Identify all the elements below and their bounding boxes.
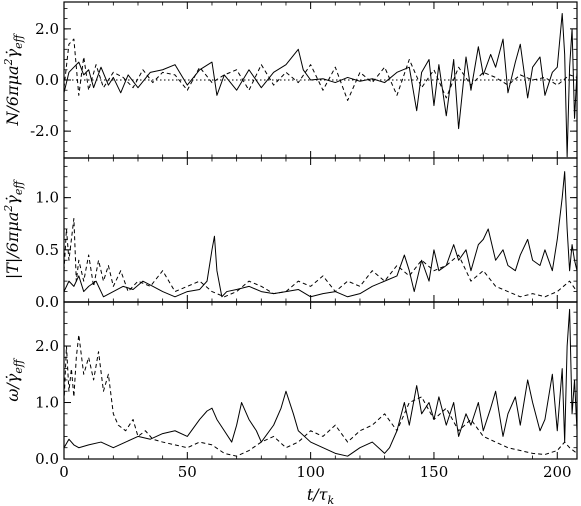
y-axis-label: |T|/6πμa2γ̇eff [2, 179, 25, 280]
x-tick-label: 200 [543, 463, 572, 481]
y-tick-label: 1.0 [35, 394, 59, 412]
y-tick-label: 2.0 [35, 20, 59, 38]
series-solid-line [63, 13, 578, 158]
x-tick-label: 0 [59, 463, 69, 481]
y-tick-label: 0.0 [35, 293, 59, 311]
panel-2: 0.0 0.5 1.0 |T|/6πμa2γ̇eff [2, 157, 578, 311]
x-axis-label: t/τk [307, 485, 335, 506]
series-dashed-line [63, 38, 578, 101]
y-axis-label: N/6πμa2γ̇eff [2, 32, 25, 126]
x-tick-label: 150 [420, 463, 449, 481]
panel-frame [63, 301, 578, 460]
series-solid-line [63, 171, 578, 298]
panel-3: 0.0 1.0 2.0 0 50 100 150 200 ω/γ̇eff t/τk [3, 301, 578, 506]
y-tick-label: 1.0 [35, 189, 59, 207]
x-tick-label: 100 [296, 463, 325, 481]
y-tick-label: 0.0 [35, 450, 59, 468]
y-tick-label: 0.0 [35, 71, 59, 89]
series-dashed-line [63, 334, 578, 457]
y-tick-label: 2.0 [35, 337, 59, 355]
x-tick-label: 50 [178, 463, 197, 481]
y-tick-label: 0.5 [35, 241, 59, 259]
series-dashed-line [63, 218, 578, 298]
y-tick-label: -2.0 [30, 122, 59, 140]
series-solid-line [63, 308, 578, 457]
panel-frame [63, 157, 578, 303]
y-axis-label: ω/γ̇eff [3, 357, 25, 402]
panel-1: -2.0 0.0 2.0 N/6πμa2γ̇eff [2, 1, 578, 159]
